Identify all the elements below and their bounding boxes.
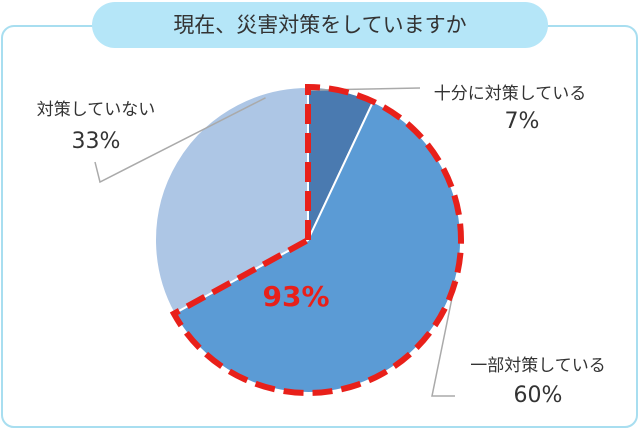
pie-slice (154, 85, 309, 316)
title-pill (92, 2, 548, 48)
slice-label: 十分に対策している (434, 84, 587, 104)
leader-line (310, 87, 421, 91)
slice-label: 一部対策している (470, 356, 606, 376)
slice-label: 対策していない (37, 100, 156, 120)
leader-line (431, 279, 457, 397)
chart-title: 現在、災害対策をしていますか (173, 13, 466, 37)
highlight-outline (169, 83, 464, 396)
highlight-label: 93% (262, 280, 329, 313)
slice-value-label: 60% (514, 383, 563, 408)
leader-line (94, 97, 266, 184)
slice-value-label: 7% (505, 109, 540, 134)
slice-value-label: 33% (72, 129, 121, 154)
